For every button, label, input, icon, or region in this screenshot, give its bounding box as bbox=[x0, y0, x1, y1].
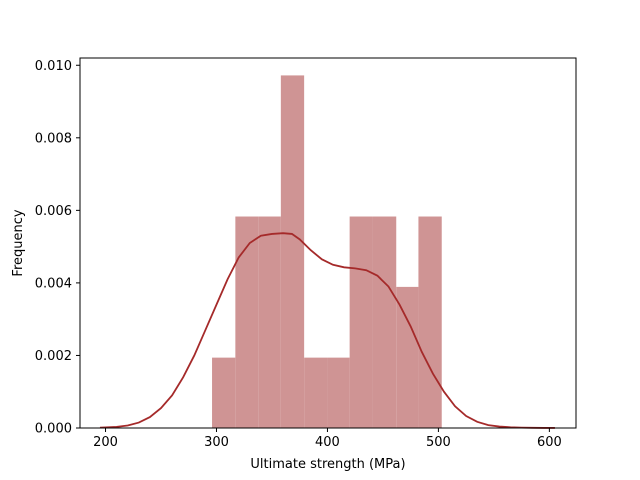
histogram-bar-8 bbox=[396, 286, 419, 428]
histogram-bar-6 bbox=[349, 216, 373, 428]
x-tick-label-3: 500 bbox=[426, 435, 451, 450]
x-axis-ticks: 200 300 400 500 600 bbox=[93, 428, 562, 450]
y-tick-label-4: 0.008 bbox=[35, 131, 72, 146]
axes-frame bbox=[79, 57, 577, 429]
x-tick-label-2: 400 bbox=[315, 435, 340, 450]
x-axis-label: Ultimate strength (MPa) bbox=[250, 457, 405, 472]
x-tick-label-1: 300 bbox=[204, 435, 229, 450]
histogram-bar-3 bbox=[280, 75, 305, 428]
histogram-bar-2 bbox=[258, 216, 281, 428]
histogram-bar-4 bbox=[304, 357, 328, 428]
y-tick-label-3: 0.006 bbox=[35, 204, 72, 219]
histogram-bar-1 bbox=[235, 216, 259, 428]
histogram-bar-5 bbox=[327, 357, 350, 428]
histogram-bar-7 bbox=[372, 216, 397, 428]
y-tick-label-1: 0.002 bbox=[35, 349, 72, 364]
x-tick-label-0: 200 bbox=[93, 435, 118, 450]
y-tick-label-5: 0.010 bbox=[35, 59, 72, 74]
histogram-bars bbox=[212, 75, 442, 428]
histogram-bar-0 bbox=[212, 357, 236, 428]
y-tick-label-0: 0.000 bbox=[35, 422, 72, 437]
histogram-bar-9 bbox=[418, 216, 442, 428]
y-axis-label: Frequency bbox=[11, 209, 26, 276]
kde-curve bbox=[99, 232, 555, 429]
y-axis-ticks: 0.000 0.002 0.004 0.006 0.008 0.010 bbox=[35, 59, 80, 437]
x-tick-label-4: 600 bbox=[537, 435, 562, 450]
y-tick-label-2: 0.004 bbox=[35, 276, 72, 291]
